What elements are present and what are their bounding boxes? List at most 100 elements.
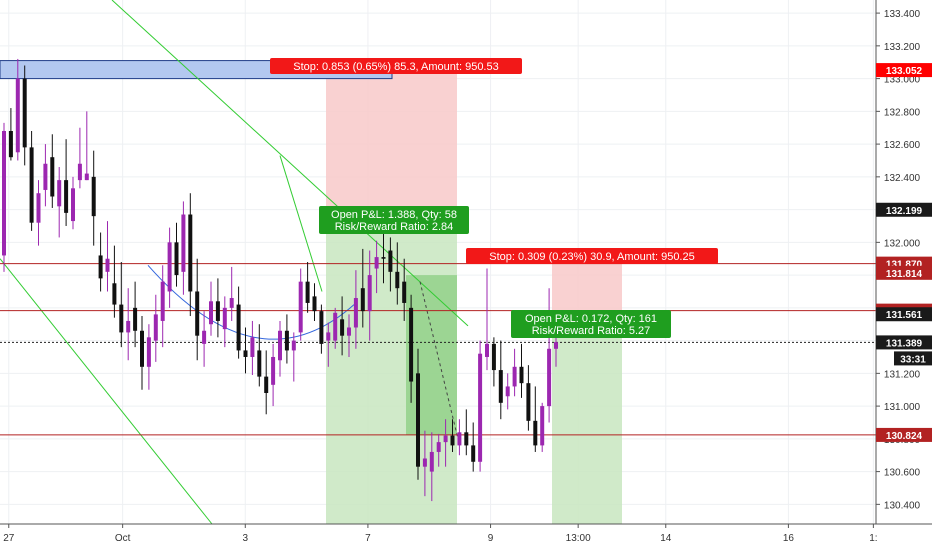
- candle-body: [50, 157, 55, 197]
- price-tag-label: 131.561: [886, 310, 923, 321]
- candle: [140, 316, 144, 390]
- price-tick-label: 132.400: [884, 173, 921, 184]
- candle-body: [554, 342, 558, 349]
- stop-label-right-text: Stop: 0.309 (0.23%) 30.9, Amount: 950.25: [489, 251, 694, 263]
- candle: [250, 320, 255, 375]
- candle-body: [464, 432, 469, 446]
- drawing-layer: [0, 0, 469, 525]
- candle-body: [133, 307, 138, 331]
- price-tag-label: 133.052: [886, 66, 923, 77]
- time-tick-label: 7: [365, 533, 371, 544]
- candle: [57, 167, 62, 238]
- candle-body: [526, 383, 531, 421]
- candle: [271, 343, 276, 407]
- candle: [36, 180, 41, 246]
- candle-body: [15, 78, 20, 153]
- candlestick-series: [2, 58, 558, 502]
- position-labels: Stop: 0.853 (0.65%) 85.3, Amount: 950.53…: [270, 58, 718, 338]
- price-axis[interactable]: 133.400 133.200 133.000 132.800 132.600 132.4…: [875, 0, 932, 550]
- candle-body: [353, 298, 358, 328]
- candle: [464, 409, 469, 456]
- candle-body: [146, 337, 151, 367]
- candle-body: [298, 281, 303, 333]
- time-axis[interactable]: 27 Oct 3 7 9 13:00 14 16 1:: [0, 523, 932, 550]
- price-tick-label: 132.800: [884, 107, 921, 118]
- price-tick-label: 133.200: [884, 42, 921, 53]
- candle: [519, 343, 524, 398]
- candle-body: [84, 173, 89, 181]
- candle-body: [443, 435, 448, 443]
- candle-body: [71, 188, 75, 222]
- time-tick-label: 13:00: [566, 533, 591, 544]
- price-tag-label: 131.814: [886, 269, 923, 280]
- candle: [236, 286, 241, 359]
- candle-body: [374, 257, 379, 269]
- price-tag: [876, 307, 932, 322]
- time-tick-label: 16: [783, 533, 795, 544]
- risk-zone-left: [326, 70, 457, 210]
- candle-body: [360, 288, 365, 312]
- candle-body: [195, 291, 200, 336]
- candle: [209, 281, 213, 336]
- pnl-label-left: Open P&L: 1.388, Qty: 58 Risk/Reward Rat…: [319, 206, 469, 234]
- price-tag-label: 131.870: [886, 260, 923, 271]
- price-tick-label: 133.000: [884, 75, 921, 86]
- candle: [105, 221, 110, 292]
- candle: [333, 307, 338, 349]
- candle: [429, 432, 434, 502]
- candle: [284, 314, 289, 364]
- candle-body: [140, 330, 144, 367]
- time-tick-label: Oct: [115, 533, 131, 544]
- candle-body: [271, 356, 276, 385]
- candle: [298, 268, 303, 341]
- candle: [257, 324, 262, 387]
- candle-body: [22, 78, 27, 148]
- candle-body: [2, 131, 6, 256]
- countdown-tag: [894, 351, 932, 366]
- candle: [540, 402, 545, 452]
- price-tag-label: 132.199: [886, 206, 923, 217]
- candle-body: [36, 193, 41, 223]
- price-tick-label: 131.200: [884, 369, 921, 380]
- candle: [174, 222, 179, 287]
- candle: [181, 201, 186, 295]
- candle-body: [77, 163, 82, 181]
- candle-body: [105, 258, 110, 272]
- candle: [471, 422, 476, 472]
- candle-body: [243, 350, 248, 357]
- candle: [278, 320, 282, 377]
- horizontal-price-lines[interactable]: [0, 263, 876, 436]
- candle: [305, 262, 310, 313]
- projection-dashed-line: [419, 281, 459, 439]
- candle-body: [395, 271, 400, 289]
- candle: [91, 150, 96, 246]
- candle-body: [250, 337, 255, 357]
- candle-body: [236, 304, 241, 351]
- open-pnl-zone-left: [406, 275, 457, 435]
- candle-body: [264, 376, 269, 393]
- candle-body: [367, 275, 372, 312]
- price-tag: [876, 202, 932, 217]
- candle-body: [347, 327, 351, 336]
- candle-body: [8, 131, 13, 158]
- trendline-short: [279, 155, 323, 292]
- candle: [77, 127, 82, 189]
- pnl-label-right-line2: Risk/Reward Ratio: 5.27: [532, 325, 651, 337]
- candle-body: [291, 340, 296, 351]
- candle: [43, 144, 48, 207]
- candle: [512, 348, 517, 397]
- candle: [119, 262, 124, 348]
- candle: [395, 242, 400, 305]
- price-tag: [876, 63, 932, 78]
- candle: [533, 386, 538, 452]
- candle: [450, 419, 455, 452]
- candle-body: [450, 435, 455, 446]
- candle-body: [491, 343, 496, 371]
- time-tick-label: 3: [242, 533, 248, 544]
- candle-body: [153, 314, 158, 341]
- candle-body: [340, 319, 345, 336]
- candle-body: [188, 214, 193, 292]
- candle-body: [409, 307, 414, 382]
- candle: [215, 278, 220, 338]
